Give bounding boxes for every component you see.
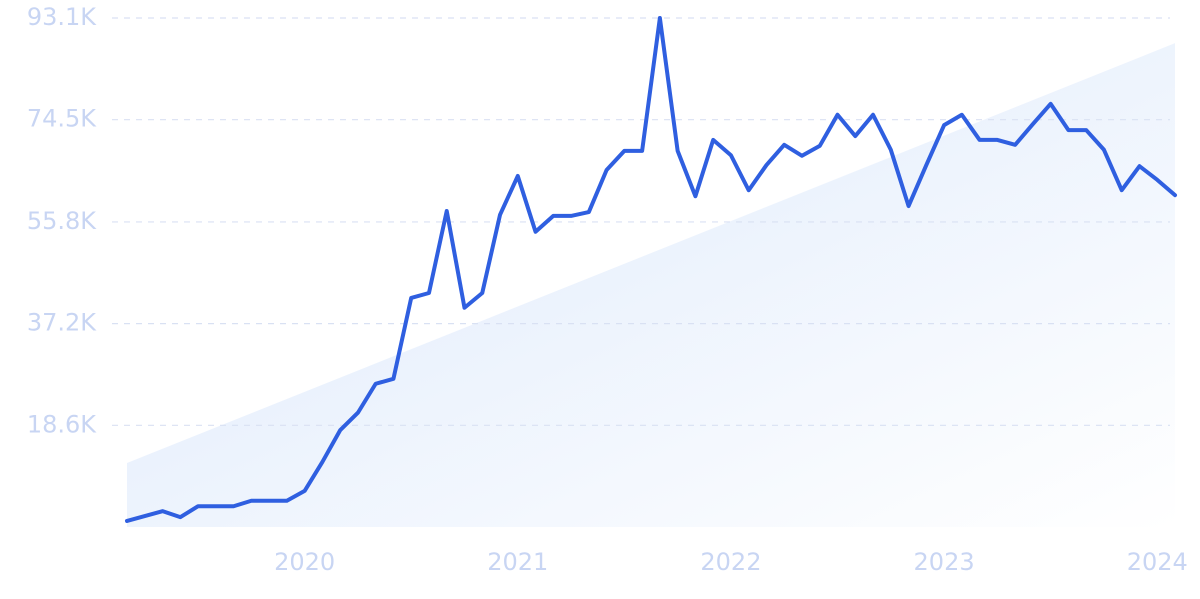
trend-area <box>127 43 1175 528</box>
y-tick-label: 74.5K <box>27 105 97 133</box>
x-tick-label: 2023 <box>914 548 975 576</box>
x-tick-label: 2022 <box>700 548 761 576</box>
x-tick-label: 2021 <box>487 548 548 576</box>
y-tick-label: 18.6K <box>27 410 97 438</box>
y-tick-label: 37.2K <box>27 309 97 337</box>
x-tick-label: 2024 <box>1127 548 1188 576</box>
line <box>125 16 1177 523</box>
y-tick-label: 55.8K <box>27 207 97 235</box>
x-tick-label: 2020 <box>274 548 335 576</box>
y-tick-label: 93.1K <box>27 3 97 31</box>
